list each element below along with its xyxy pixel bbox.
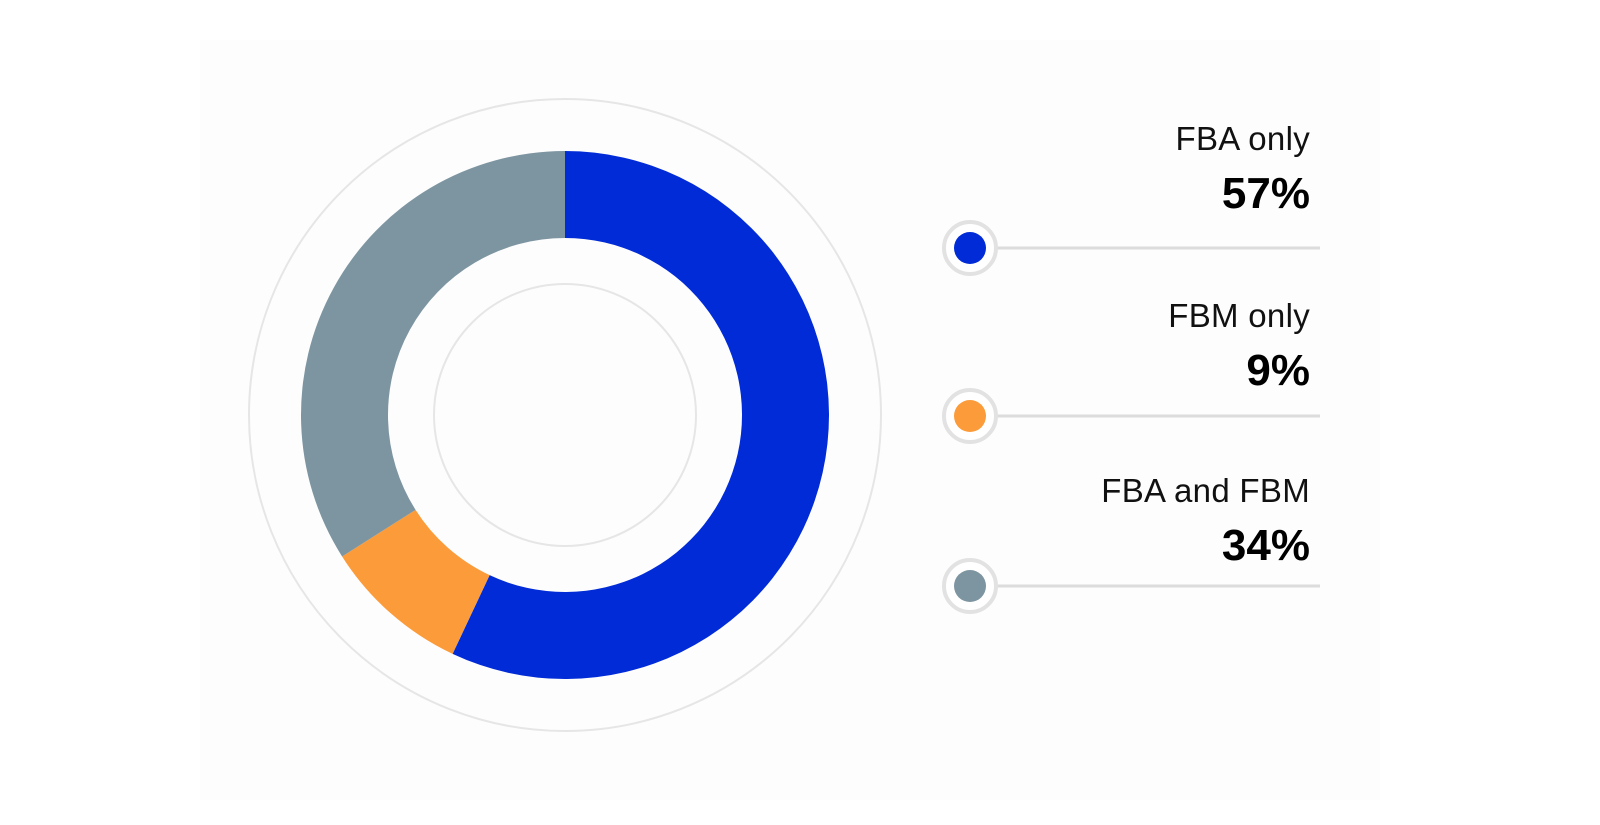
slice-fbm-only — [342, 509, 490, 654]
legend-marker-fba-and-fbm — [954, 570, 986, 602]
legend-lines — [942, 220, 1320, 614]
donut-slices — [300, 151, 829, 679]
inner-ring-outline — [433, 283, 697, 547]
legend-value-fba-and-fbm: 34% — [1221, 521, 1310, 570]
legend-label-fba-only: FBA only — [1175, 120, 1310, 157]
legend-marker-fbm-only — [954, 400, 986, 432]
legend-label-fba-and-fbm: FBA and FBM — [1101, 472, 1310, 509]
slice-fba-and-fbm — [300, 151, 565, 557]
legend-label-fbm-only: FBM only — [1168, 297, 1310, 334]
outer-ring-outline — [248, 98, 882, 732]
slice-fba-only — [452, 151, 829, 679]
legend-value-fba-only: 57% — [1221, 169, 1310, 218]
legend-value-fbm-only: 9% — [1246, 346, 1310, 395]
legend-marker-fba-only — [954, 232, 986, 264]
